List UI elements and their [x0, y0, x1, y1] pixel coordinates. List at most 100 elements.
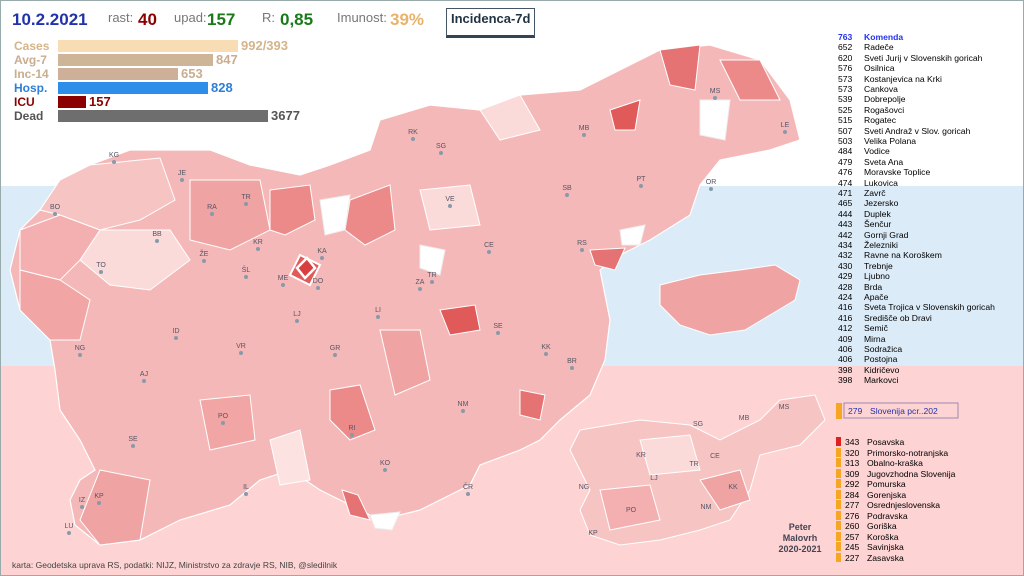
- municipality-incidence: 507: [838, 125, 853, 136]
- municipality-name: Duplek: [864, 208, 891, 219]
- map-label: PT: [637, 176, 647, 183]
- region-row: 227 Zasavska: [836, 552, 904, 564]
- region-row: 277 Osrednjeslovenska: [836, 500, 940, 511]
- municipality-name: Sveta Trojica v Slovenskih goricah: [864, 302, 995, 313]
- map-region: [439, 304, 481, 336]
- region-color-swatch: [836, 510, 841, 520]
- map-label-dot: [244, 202, 248, 206]
- main-map-regions: [9, 44, 801, 546]
- municipality-incidence: 398: [838, 364, 853, 375]
- map-label-dot: [316, 286, 320, 290]
- municipality-row: 424 Apače: [838, 292, 888, 303]
- map-label-dot: [320, 256, 324, 260]
- region-row: 257 Koroška: [836, 531, 899, 543]
- map-label: RA: [207, 204, 217, 211]
- municipality-row: 406 Postojna: [838, 354, 897, 365]
- inset-label: MS: [779, 404, 790, 411]
- municipality-row: 406 Sodražica: [838, 344, 902, 355]
- map-label-dot: [295, 319, 299, 323]
- national-row: 279 Slovenija pcr..202: [848, 406, 938, 417]
- municipality-name: Radeče: [864, 42, 894, 53]
- municipality-row: 573 Cankova: [838, 84, 898, 95]
- inset-label: KK: [728, 484, 738, 491]
- municipality-row: 620 Sveti Jurij v Slovenskih goricah: [838, 53, 982, 64]
- map-label-dot: [97, 501, 101, 505]
- author-years: 2020-2021: [778, 544, 822, 554]
- municipality-incidence: 476: [838, 167, 853, 178]
- municipality-name: Šenčur: [864, 219, 892, 230]
- municipality-row: 763 Komenda: [838, 32, 903, 43]
- municipality-row: 525 Rogašovci: [838, 105, 904, 116]
- region-color-swatch: [836, 479, 841, 488]
- municipality-incidence: 434: [838, 240, 853, 250]
- map-label: KR: [253, 239, 263, 246]
- region-incidence: 320: [845, 447, 860, 458]
- map-region: [199, 394, 256, 451]
- municipality-row: 416 Sveta Trojica v Slovenskih goricah: [838, 302, 995, 313]
- municipality-incidence: 479: [838, 156, 853, 167]
- map-label-dot: [131, 444, 135, 448]
- map-label: RI: [349, 425, 356, 432]
- region-incidence: 292: [845, 479, 860, 489]
- map-label: RK: [408, 129, 418, 136]
- municipality-row: 539 Dobrepolje: [838, 94, 906, 105]
- stat-bar: [58, 40, 238, 52]
- municipality-row: 465 Jezersko: [838, 198, 898, 209]
- map-label-dot: [180, 178, 184, 182]
- region-incidence: 313: [845, 458, 860, 468]
- incidence-7d-button[interactable]: Incidenca-7d: [446, 8, 536, 38]
- municipality-incidence: 576: [838, 63, 853, 74]
- municipality-row: 434 Železniki: [838, 240, 898, 251]
- map-label-dot: [582, 133, 586, 137]
- municipality-name: Moravske Toplice: [864, 167, 931, 178]
- region-row: 276 Podravska: [836, 510, 908, 522]
- region-row: 292 Pomurska: [836, 479, 906, 490]
- region-color-swatch: [836, 531, 841, 541]
- municipality-row: 412 Semič: [838, 323, 888, 334]
- stat-value: 653: [181, 66, 203, 81]
- map-label-dot: [239, 351, 243, 355]
- map-label-dot: [639, 184, 643, 188]
- selected-municipality-marker[interactable]: [295, 256, 317, 280]
- municipality-row: 444 Duplek: [838, 209, 891, 220]
- author-first-name: Peter: [788, 522, 812, 532]
- municipality-row: 503 Velika Polana: [838, 136, 916, 147]
- map-label: SG: [436, 143, 446, 150]
- map-label: TO: [96, 262, 106, 269]
- region-name: Pomurska: [867, 479, 906, 489]
- municipality-name: Dobrepolje: [864, 94, 906, 105]
- national-marker: [836, 403, 842, 419]
- region-color-swatch: [836, 437, 841, 446]
- map-label: SB: [562, 185, 572, 192]
- map-label: ŽE: [200, 249, 209, 258]
- municipality-incidence: 515: [838, 115, 853, 126]
- inset-label: NM: [701, 504, 712, 511]
- map-label-dot: [461, 409, 465, 413]
- map-label: SE: [493, 323, 503, 330]
- municipality-incidence: 573: [838, 84, 853, 94]
- region-name: Posavska: [867, 437, 905, 447]
- map-label-dot: [78, 353, 82, 357]
- municipality-name: Semič: [864, 323, 888, 334]
- growth-label: rast:: [108, 10, 134, 25]
- region-name: Osrednjeslovenska: [867, 500, 941, 510]
- map-label: KP: [94, 493, 104, 500]
- municipality-name: Kostanjevica na Krki: [864, 73, 942, 84]
- map-label-dot: [496, 331, 500, 335]
- map-label-dot: [430, 280, 434, 284]
- municipality-incidence: 465: [838, 198, 853, 209]
- map-label-dot: [221, 421, 225, 425]
- municipality-incidence: 471: [838, 188, 853, 198]
- municipality-incidence: 763: [838, 32, 853, 42]
- map-label-dot: [565, 193, 569, 197]
- map-label-dot: [67, 531, 71, 535]
- region-row: 260 Goriška: [836, 521, 897, 532]
- map-label-dot: [174, 336, 178, 340]
- municipality-row: 576 Osilnica: [838, 63, 895, 74]
- inset-region: [599, 484, 661, 531]
- municipality-row: 430 Trebnje: [838, 261, 893, 272]
- municipality-row: 479 Sveta Ana: [838, 157, 903, 168]
- inset-label: NG: [579, 484, 590, 491]
- municipality-row: 474 Lukovica: [838, 178, 898, 189]
- municipality-incidence: 424: [838, 292, 853, 302]
